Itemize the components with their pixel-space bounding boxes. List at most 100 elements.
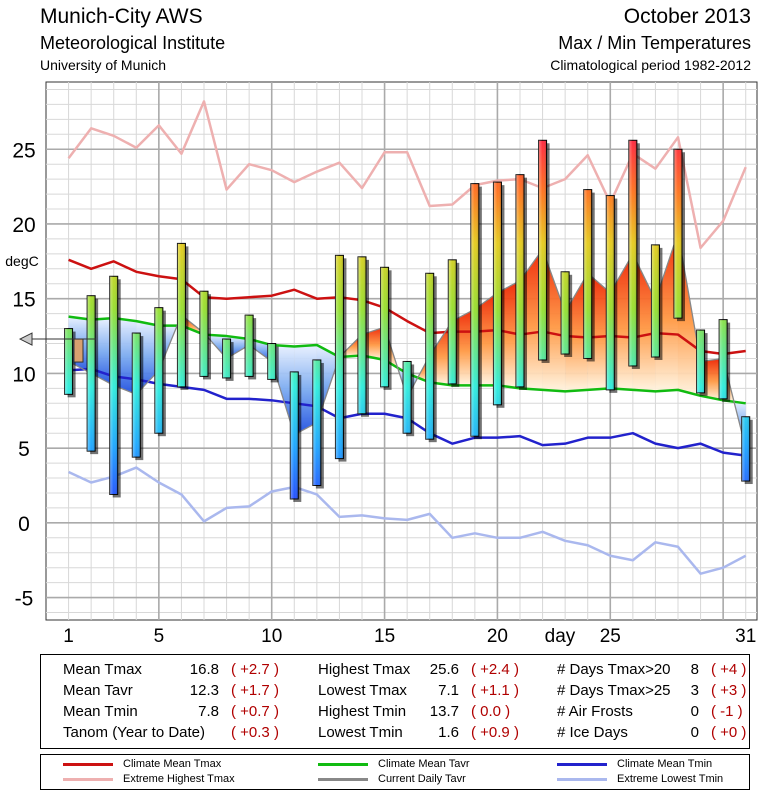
legend-swatch	[318, 778, 368, 781]
stat-label: Tanom (Year to Date)	[63, 724, 206, 741]
x-tick-label: 31	[735, 626, 756, 647]
stat-label: Lowest Tmin	[318, 724, 403, 741]
institute-name: Meteorological Institute	[40, 33, 226, 53]
legend-swatch	[63, 778, 113, 781]
bar-highlight	[425, 273, 434, 440]
stat-value: 25.6	[429, 661, 459, 678]
bar-highlight	[109, 276, 118, 495]
ytd-marker-bar	[73, 338, 84, 363]
bar-highlight	[696, 330, 705, 393]
y-tick-label: 25	[12, 139, 35, 162]
y-tick-label: 15	[12, 289, 35, 312]
y-axis-label: degC	[5, 253, 38, 269]
stat-anomaly: ( +0.3 )	[231, 724, 279, 741]
legend-swatch	[63, 763, 113, 766]
stat-label: # Days Tmax>25	[557, 682, 671, 699]
bar-highlight	[538, 140, 547, 360]
stat-anomaly: ( -1 )	[711, 703, 743, 720]
stat-value: 3	[690, 682, 699, 699]
y-tick-label: 20	[12, 214, 35, 237]
legend-label: Current Daily Tavr	[378, 773, 466, 785]
stat-label: Mean Tmin	[63, 703, 138, 720]
stat-anomaly: ( +0.9 )	[471, 724, 519, 741]
bar-highlight	[358, 256, 366, 414]
x-tick-label: 1	[63, 626, 74, 647]
bar-highlight	[267, 343, 276, 380]
x-axis-label: day	[545, 626, 576, 647]
stat-label: # Air Frosts	[557, 703, 633, 720]
stats-panel: Mean Tmax 16.8 ( +2.7 ) Mean Tavr 12.3 ( +1.7…	[40, 654, 750, 749]
stat-value: 8	[690, 661, 699, 678]
stat-anomaly: ( +2.4 )	[471, 661, 519, 678]
legend-label: Climate Mean Tmax	[123, 758, 222, 770]
stat-anomaly: ( 0.0 )	[471, 703, 511, 720]
bar-highlight	[651, 244, 660, 357]
climate-period: Climatological period 1982-2012	[550, 57, 751, 73]
bar-highlight	[154, 307, 163, 434]
stat-value: 0	[690, 724, 699, 741]
y-tick-label: -5	[15, 588, 34, 611]
x-tick-label: 20	[487, 626, 508, 647]
legend-swatch	[557, 763, 607, 766]
stat-label: Mean Tavr	[63, 682, 133, 699]
bar-highlight	[448, 259, 457, 384]
bar-highlight	[177, 243, 186, 387]
y-tick-label: 10	[12, 363, 35, 386]
x-tick-label: 10	[261, 626, 282, 647]
university-name: University of Munich	[40, 57, 167, 73]
bar-highlight	[200, 291, 208, 377]
bar-highlight	[470, 183, 479, 437]
x-tick-label: 5	[154, 626, 165, 647]
bar-highlight	[335, 255, 344, 459]
stat-label: # Ice Days	[557, 724, 628, 741]
bar-highlight	[493, 182, 502, 405]
ytd-marker-arrow	[18, 332, 33, 346]
bar-highlight	[628, 140, 637, 366]
y-tick-label: 0	[18, 513, 30, 536]
bar-highlight	[222, 339, 231, 378]
bar-highlight	[606, 195, 615, 390]
month-title: October 2013	[623, 5, 751, 28]
bar-highlight	[583, 189, 592, 359]
x-tick-label: 25	[600, 626, 621, 647]
chart-subtitle: Max / Min Temperatures	[558, 33, 751, 53]
stat-anomaly: ( +4 )	[711, 661, 747, 678]
bar-highlight	[741, 416, 750, 482]
station-title: Munich-City AWS	[40, 5, 203, 28]
bar-highlight	[380, 267, 389, 387]
stat-label: # Days Tmax>20	[557, 661, 671, 678]
stat-value: 12.3	[189, 682, 219, 699]
stat-label: Highest Tmax	[318, 661, 411, 678]
stat-anomaly: ( +0 )	[711, 724, 747, 741]
stat-value: 16.8	[189, 661, 219, 678]
stat-anomaly: ( +2.7 )	[231, 661, 279, 678]
legend-label: Climate Mean Tmin	[617, 758, 713, 770]
stat-value: 7.1	[438, 682, 459, 699]
extreme-lowest-tmin-line	[68, 466, 747, 575]
bar-highlight	[64, 328, 73, 395]
legend-label: Extreme Highest Tmax	[123, 773, 235, 785]
bar-highlight	[674, 149, 682, 319]
stat-anomaly: ( +3 )	[711, 682, 747, 699]
stat-label: Highest Tmin	[318, 703, 407, 720]
stat-anomaly: ( +1.1 )	[471, 682, 519, 699]
bar-highlight	[561, 271, 570, 354]
stat-value: 7.8	[198, 703, 219, 720]
bar-highlight	[132, 333, 141, 458]
stat-value: 1.6	[438, 724, 459, 741]
bar-highlight	[719, 319, 728, 399]
bar-highlight	[290, 371, 299, 499]
stat-label: Lowest Tmax	[318, 682, 407, 699]
legend-label: Extreme Lowest Tmin	[617, 773, 724, 785]
bar-highlight	[87, 295, 96, 452]
legend-panel: Climate Mean Tmax Extreme Highest Tmax Cli…	[40, 754, 750, 790]
x-tick-label: 15	[374, 626, 395, 647]
legend-label: Climate Mean Tavr	[378, 758, 470, 770]
stat-anomaly: ( +1.7 )	[231, 682, 279, 699]
stat-value: 0	[690, 703, 699, 720]
bar-highlight	[312, 359, 321, 486]
bar-highlight	[516, 174, 524, 387]
y-tick-label: 5	[18, 438, 30, 461]
legend-swatch	[318, 763, 368, 766]
